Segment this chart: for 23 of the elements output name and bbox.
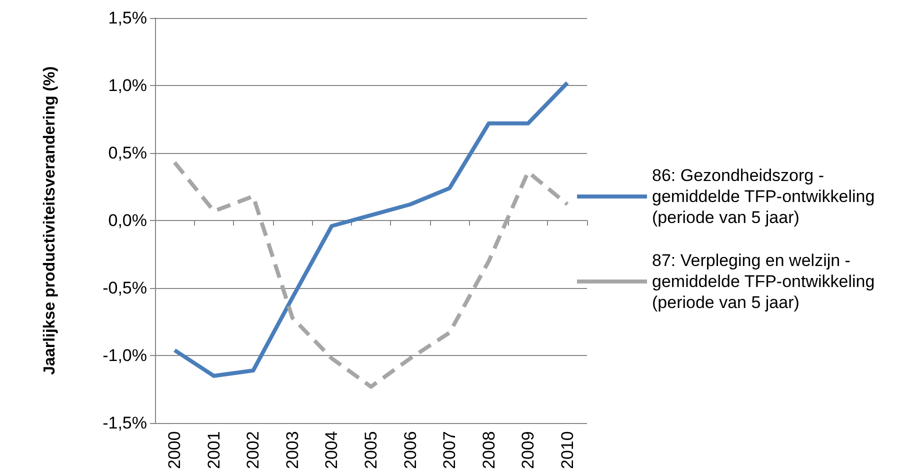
- x-tick-label: 2003: [282, 431, 302, 470]
- y-tick-label: 0,5%: [108, 144, 147, 163]
- x-tick-label: 2006: [400, 431, 420, 470]
- x-tick-label: 2004: [322, 431, 342, 470]
- y-axis-title: Jaarlijkse productiviteitsverandering (%): [42, 66, 58, 375]
- line-series: [172, 80, 570, 378]
- y-tick-label: 1,5%: [108, 8, 147, 28]
- x-tick-label: 2001: [204, 431, 224, 470]
- y-tick-label: -1,5%: [102, 414, 147, 433]
- y-tick-label: 1,0%: [108, 76, 147, 96]
- x-tick-label: 2007: [440, 431, 460, 470]
- y-tick-label: -1,0%: [102, 346, 147, 366]
- legend-label: 86: Gezondheidszorg - gemiddelde TFP-ontwikkeling (periode van 5 jaar): [652, 166, 880, 227]
- x-tick-label: 2010: [558, 431, 577, 470]
- x-tick-label: 2009: [518, 431, 538, 470]
- x-tick-label: 2008: [479, 431, 498, 470]
- x-tick-label: 2005: [362, 431, 380, 470]
- x-tick-label: 2000: [165, 431, 184, 470]
- y-tick-label: 0,0%: [108, 211, 147, 230]
- y-tick-label: -0,5%: [102, 278, 147, 298]
- legend-label: 87: Verpleging en welzijn - gemiddelde TFP-ontwikkeling (periode van 5 jaar): [652, 251, 880, 312]
- line-series: [172, 160, 570, 389]
- x-tick-label: 2002: [244, 431, 263, 470]
